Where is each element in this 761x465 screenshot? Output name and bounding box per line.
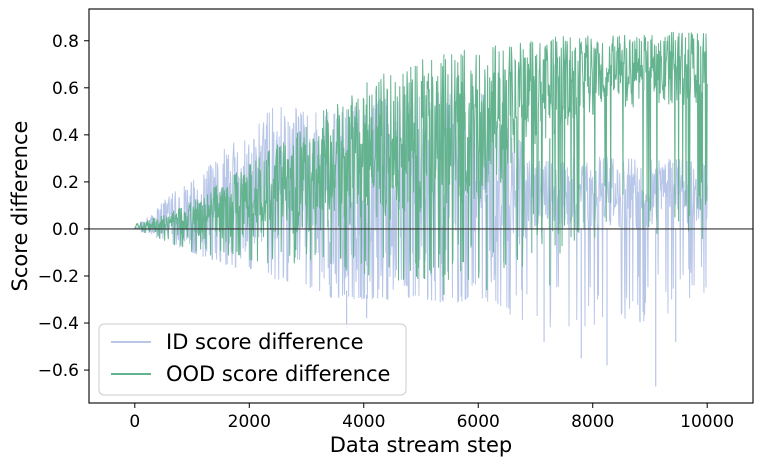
x-tick-label: 6000	[457, 412, 500, 432]
legend-label-ood: OOD score difference	[166, 362, 390, 386]
legend-label-id: ID score difference	[166, 330, 364, 354]
y-tick-label: −0.2	[38, 267, 79, 287]
x-tick-label: 8000	[571, 412, 614, 432]
y-axis: −0.6 −0.4 −0.2 0.0 0.2 0.4 0.6 0.8	[38, 32, 89, 381]
plot-frame	[88, 8, 754, 404]
x-tick-label: 4000	[342, 412, 385, 432]
y-tick-label: 0.6	[52, 79, 79, 99]
y-tick-label: 0.4	[52, 126, 79, 146]
y-axis-title: Score difference	[8, 121, 32, 292]
x-tick-label: 0	[129, 412, 140, 432]
plot-content	[134, 31, 708, 387]
series-line-1	[134, 31, 708, 281]
y-tick-label: −0.4	[38, 314, 79, 334]
x-axis-title: Data stream step	[330, 433, 513, 457]
y-tick-label: 0.0	[52, 220, 79, 240]
legend: ID score difference OOD score difference	[98, 323, 407, 396]
x-axis: 0 2000 4000 6000 8000 10000	[129, 403, 734, 432]
x-tick-label: 10000	[680, 412, 734, 432]
y-tick-label: −0.6	[38, 361, 79, 381]
legend-box	[98, 323, 407, 396]
x-tick-label: 2000	[228, 412, 271, 432]
y-tick-label: 0.2	[52, 173, 79, 193]
y-tick-label: 0.8	[52, 32, 79, 52]
